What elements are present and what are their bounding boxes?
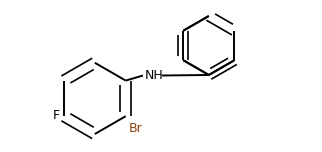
Text: F: F — [53, 109, 60, 122]
Text: Br: Br — [129, 122, 143, 135]
Text: NH: NH — [145, 69, 164, 82]
